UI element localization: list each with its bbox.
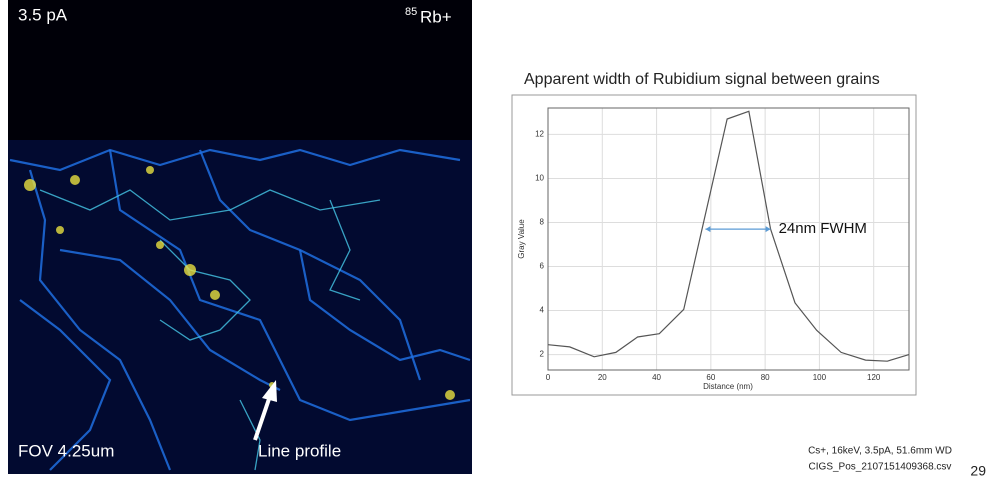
page-number: 29 — [970, 463, 986, 478]
y-tick-label: 6 — [540, 262, 545, 271]
isotope-ion: Rb+ — [420, 7, 452, 26]
plot-border — [547, 107, 910, 371]
y-tick-label: 8 — [540, 218, 545, 227]
fwhm-label: 24nm FWHM — [779, 220, 867, 237]
sims-image — [8, 0, 472, 474]
x-tick-label: 40 — [652, 373, 661, 382]
x-tick-label: 80 — [761, 373, 770, 382]
y-tick-label: 10 — [535, 174, 544, 183]
chart-frame — [511, 94, 917, 396]
arrow-head — [705, 226, 711, 233]
x-tick-label: 20 — [598, 373, 607, 382]
settings-note: Cs+, 16keV, 3.5pA, 51.6mm WD — [808, 446, 952, 457]
x-tick-label: 0 — [546, 373, 551, 382]
x-tick-label: 120 — [867, 373, 881, 382]
data-line — [547, 110, 910, 362]
arrow-head — [765, 226, 771, 233]
file-note: CIGS_Pos_2107151409368.csv — [809, 462, 952, 473]
isotope-mass: 85 — [405, 6, 417, 18]
y-axis-label: Gray Value — [517, 219, 526, 259]
y-tick-label: 12 — [535, 130, 544, 139]
y-tick-label: 4 — [540, 306, 545, 315]
x-tick-label: 60 — [706, 373, 715, 382]
x-axis-label: Distance (nm) — [703, 382, 753, 391]
fov-label: FOV 4.25um — [18, 441, 114, 460]
beam-current: 3.5 pA — [18, 5, 68, 24]
line-profile-label: Line profile — [258, 441, 341, 460]
chart-title: Apparent width of Rubidium signal betwee… — [524, 71, 880, 88]
y-tick-label: 2 — [540, 350, 545, 359]
x-tick-label: 100 — [813, 373, 827, 382]
